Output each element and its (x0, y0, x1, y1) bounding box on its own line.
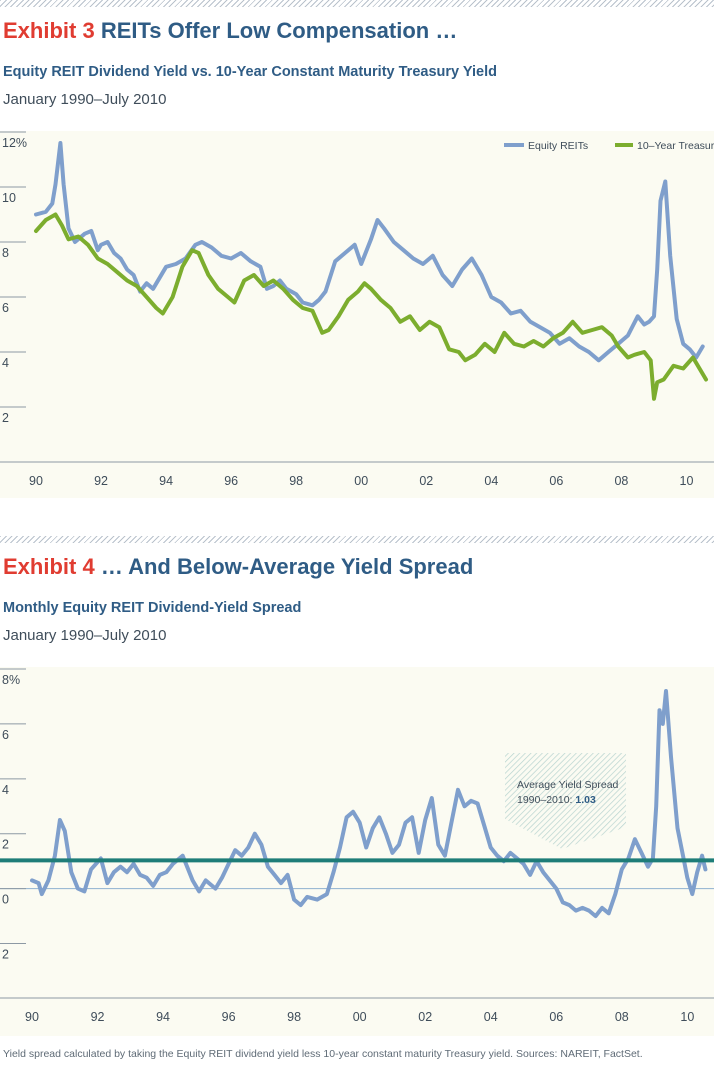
x-tick-label: 04 (484, 1010, 498, 1024)
chart2-series (0, 689, 714, 919)
x-tick-label: 92 (91, 1010, 105, 1024)
exhibit4-date-range: January 1990–July 2010 (3, 627, 167, 644)
y-tick-label: 8% (2, 673, 20, 687)
footnote: Yield spread calculated by taking the Eq… (3, 1048, 643, 1060)
chart1-legend: Equity REITs 10–Year Treasury (504, 140, 714, 152)
legend-label-reit: Equity REITs (528, 140, 588, 152)
annotation-period: 1990–2010: (517, 794, 572, 806)
y-tick-label: 6 (2, 301, 9, 315)
exhibit4-title: … And Below-Average Yield Spread (100, 554, 474, 579)
chart1-x-axis: 90 92 94 96 98 00 02 04 06 08 10 (0, 461, 714, 488)
x-tick-label: 96 (224, 474, 238, 488)
legend-label-treasury: 10–Year Treasury (637, 140, 714, 152)
x-tick-label: 10 (680, 1010, 694, 1024)
x-tick-label: 00 (354, 474, 368, 488)
y-tick-label: 0 (2, 893, 9, 907)
annotation-line2: 1990–2010: 1.03 (517, 794, 596, 806)
y-tick-label: 8 (2, 246, 9, 260)
x-tick-label: 08 (614, 474, 628, 488)
x-tick-label: 06 (549, 1010, 563, 1024)
x-tick-label: 00 (353, 1010, 367, 1024)
x-tick-label: 94 (156, 1010, 170, 1024)
exhibit3-number: Exhibit 3 (3, 18, 95, 43)
y-tick-label: 2 (2, 411, 9, 425)
x-tick-label: 04 (484, 474, 498, 488)
exhibit3-chart: Equity REITs 10–Year Treasury 24681012% … (0, 131, 714, 488)
y-tick-label: 2 (2, 838, 9, 852)
x-tick-label: 06 (549, 474, 563, 488)
x-tick-label: 94 (159, 474, 173, 488)
middle-hatch-divider (0, 536, 714, 543)
exhibit3-subtitle: Equity REIT Dividend Yield vs. 10-Year C… (3, 64, 497, 80)
x-tick-label: 02 (419, 474, 433, 488)
y-tick-label: 4 (2, 356, 9, 370)
chart2-y-axis: 2 0 2 4 6 8% (0, 668, 26, 962)
top-hatch-divider (0, 0, 714, 7)
x-tick-label: 96 (222, 1010, 236, 1024)
exhibit3-date-range: January 1990–July 2010 (3, 91, 167, 108)
x-tick-label: 02 (418, 1010, 432, 1024)
exhibit4-chart-panel: 2 0 2 4 6 8% 90 92 94 96 98 00 02 04 06 08 10 Average Y… (0, 667, 714, 1036)
x-tick-label: 90 (29, 474, 43, 488)
x-tick-label: 90 (25, 1010, 39, 1024)
y-tick-label: 6 (2, 728, 9, 742)
x-tick-label: 98 (287, 1010, 301, 1024)
average-annotation: Average Yield Spread 1990–2010: 1.03 (517, 779, 619, 806)
exhibit4-heading: Exhibit 4 … And Below-Average Yield Spre… (3, 554, 473, 580)
chart1-y-axis: 2 4 6 8 10 12% (0, 131, 27, 425)
y-tick-label: 12% (2, 136, 27, 150)
chart1-series (34, 141, 708, 401)
chart2-x-axis: 90 92 94 96 98 00 02 04 06 08 10 (0, 997, 714, 1024)
exhibit4-subtitle: Monthly Equity REIT Dividend-Yield Sprea… (3, 600, 302, 616)
y-tick-label: 2 (2, 948, 9, 962)
exhibit4-number: Exhibit 4 (3, 554, 95, 579)
x-tick-label: 92 (94, 474, 108, 488)
annotation-line1: Average Yield Spread (517, 779, 619, 791)
exhibit3-heading: Exhibit 3 REITs Offer Low Compensation … (3, 18, 457, 44)
x-tick-label: 98 (289, 474, 303, 488)
annotation-value: 1.03 (575, 794, 596, 806)
annotation-hatch-box (505, 753, 626, 849)
exhibit3-chart-panel: Equity REITs 10–Year Treasury 2 4 6 8 10 12% … (0, 131, 714, 498)
exhibit3-title: REITs Offer Low Compensation … (100, 18, 458, 43)
series-line-10-year-treasury (34, 212, 708, 401)
series-line-equity-reit-dividend-yield-spread (30, 689, 708, 919)
x-tick-label: 10 (680, 474, 694, 488)
y-tick-label: 4 (2, 783, 9, 797)
x-tick-label: 08 (615, 1010, 629, 1024)
y-tick-label: 10 (2, 191, 16, 205)
